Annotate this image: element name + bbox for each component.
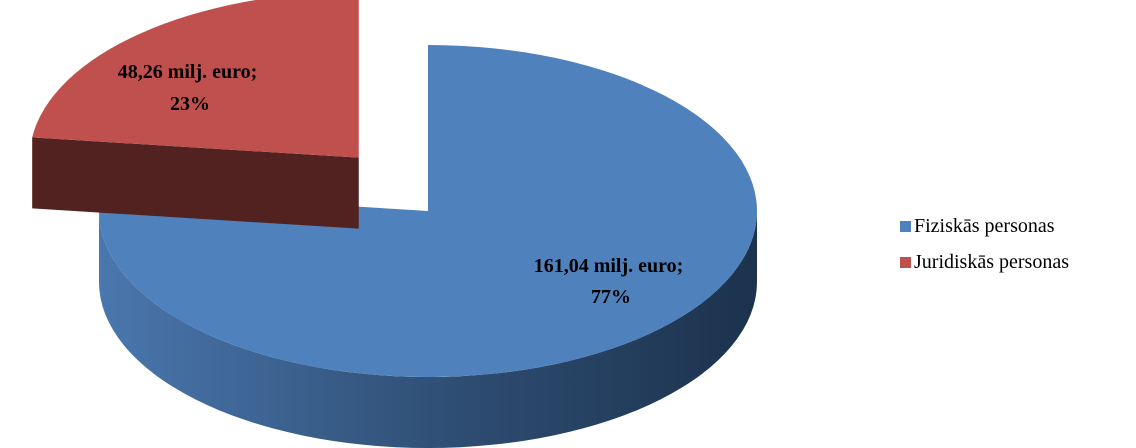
data-label-fiziskas-personas: 161,04 milj. euro; 77% xyxy=(534,255,689,308)
pie-slice-fiziskas-personas-side xyxy=(99,211,757,448)
legend-item-fiziskas-personas: Fiziskās personas xyxy=(900,208,1069,244)
legend-label: Juridiskās personas xyxy=(914,250,1069,273)
legend-swatch-blue xyxy=(900,220,911,232)
pie-slice-juridiskas-personas-side-front xyxy=(32,137,359,229)
legend-swatch-red xyxy=(900,256,911,268)
chart-legend: Fiziskās personas Juridiskās personas xyxy=(900,208,1069,280)
pie-slice-juridiskas-personas xyxy=(32,0,359,158)
legend-label: Fiziskās personas xyxy=(914,214,1055,237)
legend-item-juridiskas-personas: Juridiskās personas xyxy=(900,244,1069,280)
pie-slice-fiziskas-personas xyxy=(99,45,758,378)
pie-slice-fiziskas-personas-group xyxy=(99,45,758,448)
data-label-juridiskas-personas: 48,26 milj. euro; 23% xyxy=(118,61,263,115)
pie-slice-juridiskas-personas-group xyxy=(32,0,359,229)
